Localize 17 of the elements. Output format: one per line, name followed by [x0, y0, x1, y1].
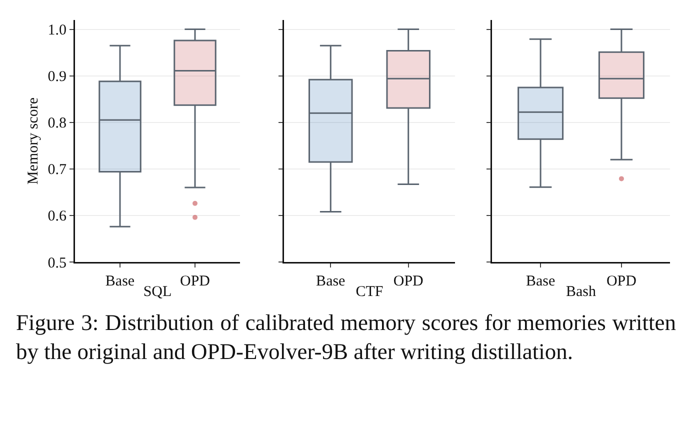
caption: Figure 3: Distribution of calibrated memory scores for memories written by the original and OPD-Evolver-9B after writing distillation.: [16, 309, 676, 366]
x-tick-label: OPD: [393, 274, 424, 290]
x-tick-label: OPD: [180, 274, 210, 290]
x-tick-label: Base: [316, 274, 346, 290]
y-tick-label: 1.0: [48, 22, 66, 39]
y-axis-title: Memory score: [25, 97, 42, 185]
x-tick-label: Base: [526, 274, 556, 290]
y-tick-label: 0.8: [48, 116, 66, 132]
y-tick-label: 0.5: [48, 255, 66, 272]
x-tick-label: Base: [105, 274, 135, 290]
x-axis-title: Bash: [566, 284, 596, 300]
x-axis-title: CTF: [356, 284, 384, 300]
y-tick-label: 0.9: [48, 69, 66, 86]
x-axis-title: SQL: [143, 284, 172, 300]
y-tick-label: 0.6: [48, 208, 67, 225]
y-tick-label: 0.7: [48, 162, 67, 178]
x-tick-label: OPD: [606, 274, 637, 290]
